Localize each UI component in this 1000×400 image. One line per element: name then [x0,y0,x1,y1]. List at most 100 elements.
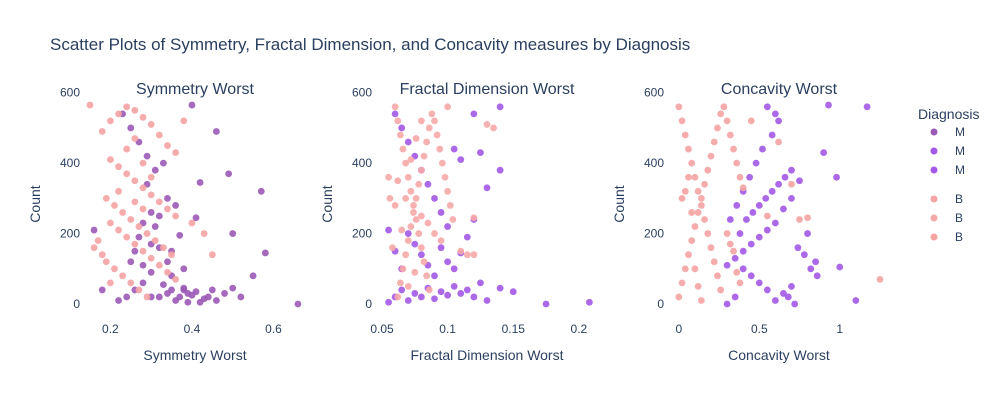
data-point [813,272,821,280]
data-point [763,212,771,220]
data-point [431,230,438,237]
data-point [812,258,820,266]
data-point [463,233,471,241]
data-point [155,198,163,206]
data-point [463,286,471,294]
data-point [717,110,725,118]
legend-marker [930,214,938,222]
data-point [399,145,407,153]
data-point [404,230,412,237]
data-point [733,202,741,209]
data-point [691,223,699,230]
data-point [437,209,445,216]
data-point [820,149,828,156]
data-point [707,152,715,160]
data-point [412,216,420,223]
data-point [180,265,188,273]
data-point [780,290,787,297]
legend-entry[interactable]: M [930,163,966,177]
data-point [794,244,802,252]
data-point [446,202,454,209]
data-point [213,128,220,135]
data-point [139,113,147,121]
data-point [730,145,737,153]
data-point [450,265,458,273]
data-point [389,244,396,252]
data-point [723,117,731,125]
data-point [710,258,718,266]
data-point [483,121,491,128]
data-point [411,290,419,297]
y-tick-label: 0 [657,297,664,311]
legend-entry[interactable]: M [930,144,966,158]
legend-marker [930,128,938,136]
legend-label: M [955,144,965,158]
data-point [396,279,404,287]
data-point [119,272,127,280]
data-point [111,202,118,209]
legend-entry[interactable]: B [930,211,964,225]
data-point [694,209,702,216]
data-point [804,214,811,222]
data-point [151,223,159,230]
data-point [412,194,420,202]
legend-marker [930,233,938,241]
data-point [225,170,233,178]
data-point [463,251,471,259]
data-point [115,110,122,118]
x-tick-label: 0.4 [184,322,201,336]
data-point [404,173,412,181]
data-point [155,131,163,139]
data-point [229,284,237,292]
data-point [404,237,412,245]
data-point [147,121,155,128]
legend-label: M [955,163,965,177]
data-point [176,231,184,239]
data-point [402,194,410,202]
data-point [701,216,708,223]
data-point [417,293,425,301]
data-point [714,272,721,280]
data-point [585,298,593,306]
data-point [755,233,763,241]
data-point [155,261,163,269]
data-point [800,251,808,259]
data-point [143,230,151,237]
data-point [681,265,689,273]
data-point [417,251,425,259]
legend-entry[interactable]: B [930,230,964,244]
y-axis-title: Count [319,185,335,222]
data-point [731,254,739,262]
data-point [106,219,114,227]
data-point [398,124,406,132]
data-point [477,149,484,156]
data-point [807,265,815,273]
legend-entry[interactable]: M [930,125,966,139]
data-point [164,142,171,149]
data-point [147,254,155,262]
data-point [385,173,392,181]
legend-label: B [955,230,963,244]
legend-entry[interactable]: B [930,192,964,206]
data-point [261,249,269,257]
data-point [726,216,734,223]
data-point [213,297,220,304]
data-point [496,103,504,111]
data-point [697,194,705,202]
data-point [131,240,139,248]
data-point [196,298,204,306]
data-point [685,251,692,259]
data-point [420,258,428,266]
data-point [714,124,721,132]
data-point [433,131,441,139]
y-tick-label: 200 [644,227,664,241]
data-point [796,177,803,185]
y-tick-label: 400 [60,156,80,170]
data-point [139,261,147,269]
data-point [749,209,757,216]
data-point [752,159,760,167]
data-point [688,237,696,245]
data-point [192,214,200,222]
legend-label: M [955,125,965,139]
series-M [90,101,302,308]
